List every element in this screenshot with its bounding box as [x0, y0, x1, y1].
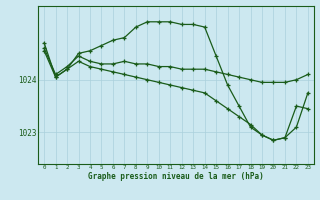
X-axis label: Graphe pression niveau de la mer (hPa): Graphe pression niveau de la mer (hPa)	[88, 172, 264, 181]
